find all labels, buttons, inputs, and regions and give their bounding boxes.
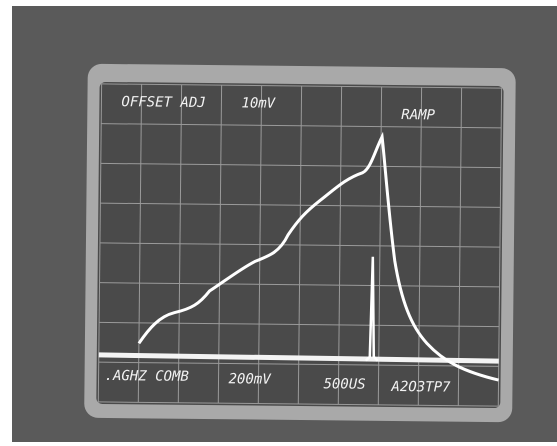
label-bottom: 200mV [228,371,272,387]
photo: OFFSET ADJ 10mV RAMP .AGHZ COMB 200mV 50… [0,0,557,446]
label-top-right: RAMP [401,107,435,123]
label-top-middle: 10mV [241,95,276,111]
crt: OFFSET ADJ 10mV RAMP .AGHZ COMB 200mV 50… [84,64,516,422]
label-bottom: .AGHZ COMB [104,368,188,385]
label-top-left: OFFSET ADJ [121,94,205,111]
page: OFFSET ADJ 10mV RAMP .AGHZ COMB 200mV 50… [0,0,557,446]
label-bottom: A2O3TP7 [390,379,451,396]
label-bottom: 500US [323,376,365,392]
